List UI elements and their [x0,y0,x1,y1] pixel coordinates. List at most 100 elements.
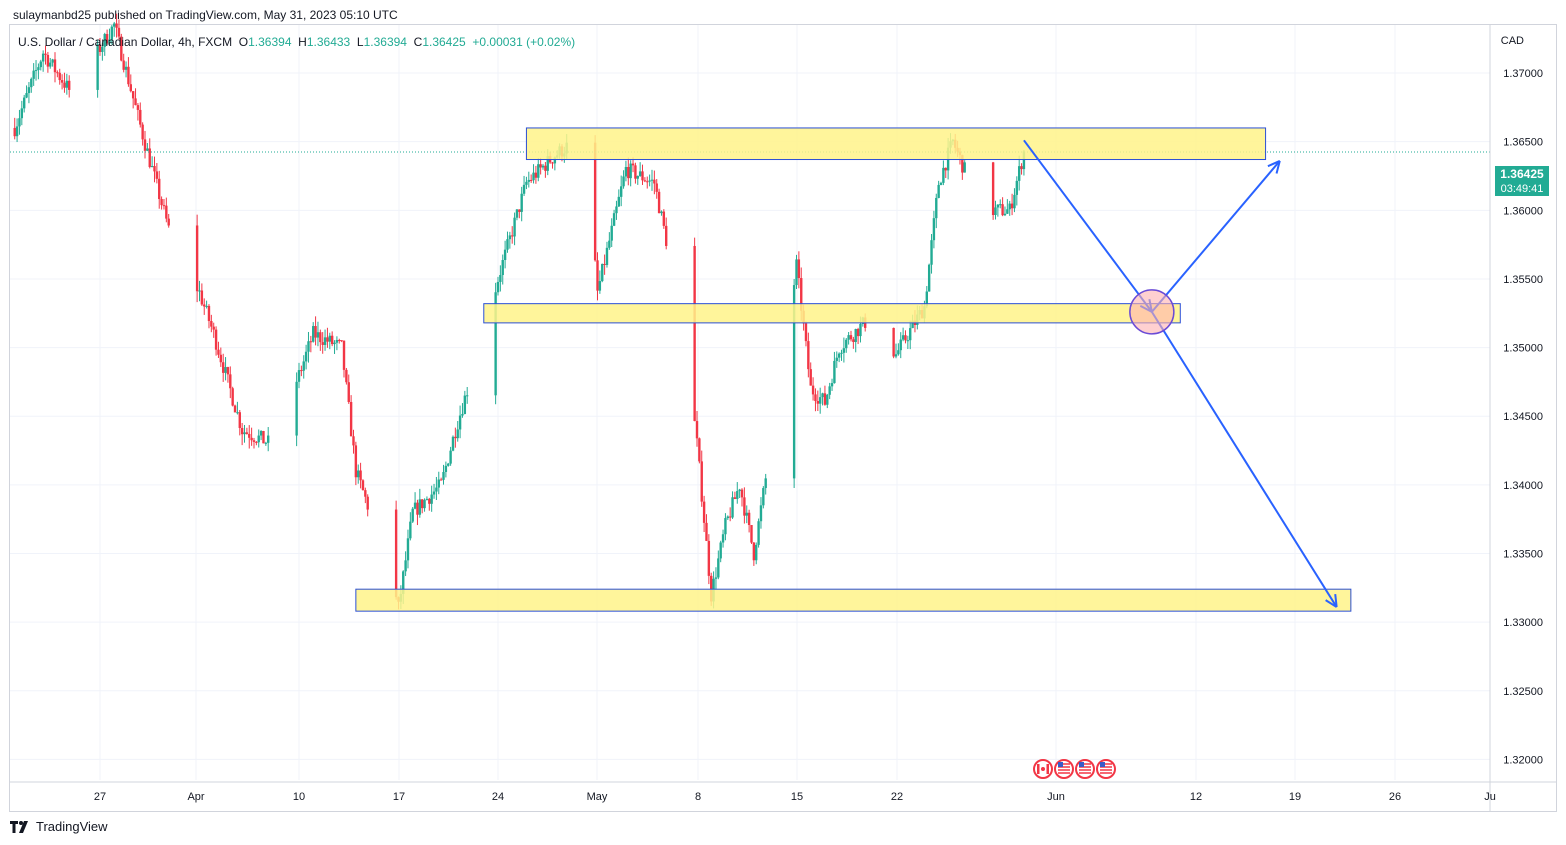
candle-body [30,78,33,88]
candle-body [366,496,369,510]
candle-body [942,167,945,183]
candle-body [330,335,334,345]
candle-body [195,225,199,292]
candle-body [122,60,125,70]
candle-body [115,23,118,28]
candle-body [461,413,464,416]
open-label: O [238,35,249,49]
candle-body [795,259,798,286]
flag-canton [1079,762,1084,767]
candle-body [428,498,431,504]
symbol-ohlc-legend: U.S. Dollar / Canadian Dollar, 4h, FXCM … [18,35,575,49]
flag-canton [1058,762,1063,767]
candle-body [49,62,52,67]
candle-body [740,489,744,498]
projection-arrow-alt-down-head [1334,594,1338,608]
candle-body [636,175,639,179]
candle-body [1010,203,1014,209]
close-label: C [413,35,423,49]
candle-body [300,370,303,372]
candle-body [316,332,320,338]
candle-body [646,181,649,183]
candle-body [406,538,410,561]
candle-body [236,412,239,414]
candle-body [430,494,433,504]
candle-body [359,470,362,481]
candle-body [553,157,557,164]
bar-countdown: 03:49:41 [1500,183,1544,195]
candle-body [307,341,310,352]
candle-body [105,34,109,44]
candle-body [726,516,729,519]
x-tick-label: 22 [891,791,903,803]
candle-body [608,240,611,248]
candle-body [326,337,329,342]
candle-body [818,397,822,404]
candle-body [944,167,947,171]
candle-body [619,186,623,197]
candle-body [759,505,763,522]
candle-body [354,445,358,478]
candle-body [101,46,104,52]
candle-body [527,179,530,182]
candle-body [901,335,905,340]
candle-body [648,180,651,182]
projection-layer [1023,139,1338,608]
candle-body [319,332,322,343]
candle-body [665,225,668,246]
candle-body [160,199,163,206]
y-tick-label: 1.36500 [1503,137,1543,149]
candle-body [98,44,102,52]
candle-body [141,124,144,140]
candle-body [837,353,841,358]
candle-body [743,497,746,516]
candle-body [203,304,206,307]
candle-body [797,259,801,279]
candle-body [1006,209,1009,214]
candle-body [136,105,140,110]
candle-body [856,329,860,337]
candle-body [51,59,54,63]
candle-body [757,521,760,545]
candle-body [58,72,61,81]
candle-body [411,508,414,522]
candle-body [660,211,663,214]
candle-body [518,209,521,212]
candle-body [1015,180,1019,195]
x-tick-label: Ju [1484,791,1496,803]
candle-body [544,165,547,171]
candle-body [738,489,741,492]
x-tick-label: 12 [1190,791,1202,803]
candle-body [364,490,367,497]
candle-body [991,162,995,216]
candle-body [444,465,448,472]
candle-body [508,235,512,240]
candle-body [615,206,618,214]
candle-body [139,109,142,125]
candle-body [37,67,40,71]
candle-body [847,335,850,340]
candle-body [904,335,907,341]
candle-body [129,84,132,92]
candle-body [1020,166,1023,170]
us-flag-icon [1054,759,1074,779]
candle-body [214,329,218,350]
candle-body [534,172,538,178]
candle-body [361,480,365,491]
candle-body [60,80,64,83]
candle-body [338,339,341,341]
footer-brand[interactable]: TradingView [10,819,108,834]
candle-body [996,204,1000,208]
candle-body [710,575,713,602]
candle-body [634,165,637,179]
candle-body [153,166,156,172]
projection-arrow-up-head [1267,159,1281,168]
candle-body [447,463,450,466]
candle-body [522,184,526,194]
candle-body [807,341,810,370]
candle-body [39,61,42,68]
x-tick-label: 24 [492,791,504,803]
x-tick-label: 15 [791,791,803,803]
candle-body [413,502,417,509]
